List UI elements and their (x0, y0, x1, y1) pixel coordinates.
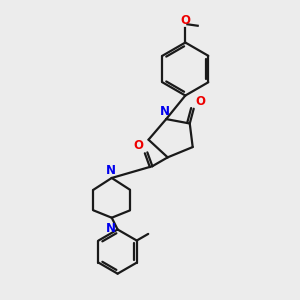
Text: N: N (160, 105, 170, 118)
Text: O: O (180, 14, 190, 27)
Text: O: O (195, 94, 205, 107)
Text: O: O (134, 139, 144, 152)
Text: N: N (106, 222, 116, 235)
Text: N: N (106, 164, 116, 176)
